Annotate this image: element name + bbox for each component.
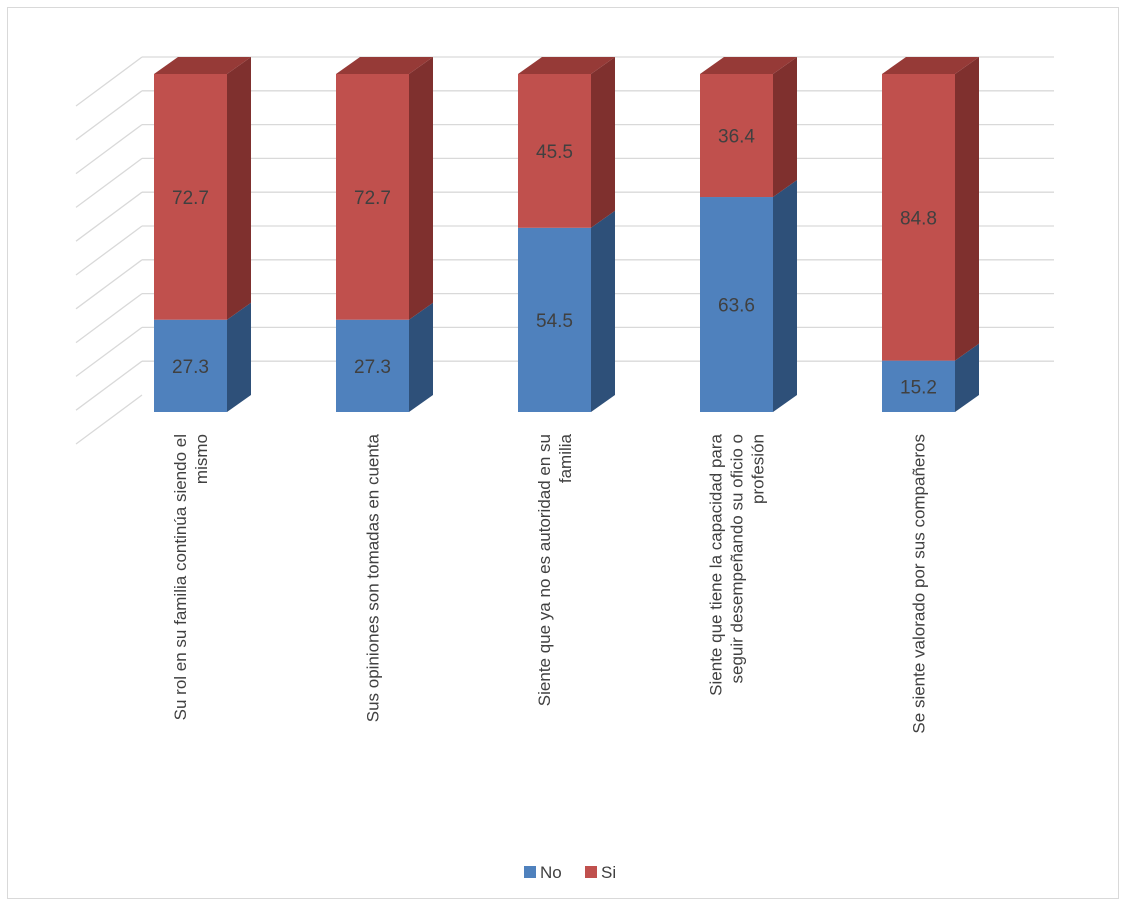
data-label-no-0: 27.3 [172, 357, 209, 378]
category-label-0: Su rol en su familia continúa siendo el m… [171, 434, 211, 720]
data-label-si-3: 36.4 [718, 127, 755, 148]
bar-side-no-1 [409, 302, 433, 412]
bar-si-3 [700, 74, 773, 198]
data-label-si-4: 84.8 [900, 208, 937, 229]
legend-swatch-no [524, 866, 536, 878]
bar-side-si-0 [227, 57, 251, 320]
legend: No Si [524, 863, 616, 882]
bar-no-0 [154, 319, 227, 412]
bar-side-no-3 [773, 180, 797, 412]
bar-side-si-3 [773, 57, 797, 198]
stacked-bar-chart: 27.3 72.7 27.3 72.7 54.5 45.5 63.6 36.4 15.2 84.8… [75, 56, 1054, 882]
category-label-line: seguir desempeñando su oficio o [728, 434, 747, 684]
bar-no-4 [882, 360, 955, 412]
bar-no-1 [336, 319, 409, 412]
data-labels: 27.3 72.7 27.3 72.7 54.5 45.5 63.6 36.4 15.2 84.8 [172, 127, 937, 399]
bar-side-si-1 [409, 57, 433, 320]
data-label-si-2: 45.5 [536, 142, 573, 163]
category-label-line: familia [556, 433, 575, 483]
bar-side-no-2 [591, 210, 615, 412]
category-label-1: Sus opiniones son tomadas en cuenta [364, 433, 383, 722]
gridline-side [75, 124, 143, 175]
category-label-line: Se siente valorado por sus compañeros [910, 434, 929, 734]
data-label-no-3: 63.6 [718, 296, 755, 317]
gridline-side [75, 259, 143, 310]
bar-no-2 [518, 227, 591, 412]
category-label-line: Siente que ya no es autoridad en su [535, 434, 554, 706]
category-labels: Su rol en su familia continúa siendo el m… [171, 433, 929, 733]
data-label-si-0: 72.7 [172, 188, 209, 209]
bar-si-1 [336, 74, 409, 320]
bar-top-0 [154, 57, 251, 74]
gridline-side [75, 90, 143, 141]
data-label-si-1: 72.7 [354, 188, 391, 209]
gridline-side [75, 56, 143, 107]
bars [154, 57, 979, 412]
bar-si-0 [154, 74, 227, 320]
bar-side-no-4 [955, 343, 979, 412]
bar-top-1 [336, 57, 433, 74]
legend-label-si: Si [601, 863, 616, 882]
gridline-side [75, 360, 143, 411]
category-label-line: Siente que tiene la capacidad para [707, 433, 726, 695]
chart-frame: 27.3 72.7 27.3 72.7 54.5 45.5 63.6 36.4 15.2 84.8… [7, 7, 1119, 899]
gridline-side [75, 157, 143, 208]
gridline-side [75, 293, 143, 344]
bar-si-4 [882, 74, 955, 361]
category-label-line: Sus opiniones son tomadas en cuenta [364, 433, 383, 722]
category-label-line: profesión [749, 434, 768, 504]
legend-swatch-si [585, 866, 597, 878]
bar-side-si-4 [955, 57, 979, 361]
gridline-side [75, 394, 143, 445]
data-label-no-1: 27.3 [354, 357, 391, 378]
bar-side-si-2 [591, 57, 615, 228]
bar-top-3 [700, 57, 797, 74]
category-label-3: Siente que tiene la capacidad para seguir… [707, 433, 768, 695]
data-label-no-4: 15.2 [900, 377, 937, 398]
category-label-line: Su rol en su familia continúa siendo el [171, 434, 190, 720]
category-label-line: mismo [192, 434, 211, 484]
bar-no-3 [700, 197, 773, 412]
legend-label-no: No [540, 863, 562, 882]
bar-side-no-0 [227, 302, 251, 412]
bar-top-2 [518, 57, 615, 74]
gridline-side [75, 191, 143, 242]
gridline-side [75, 225, 143, 276]
bar-si-2 [518, 74, 591, 228]
bar-top-4 [882, 57, 979, 74]
data-label-no-2: 54.5 [536, 311, 573, 332]
category-label-4: Se siente valorado por sus compañeros [910, 434, 929, 734]
gridline-side [75, 326, 143, 377]
category-label-2: Siente que ya no es autoridad en su famil… [535, 433, 575, 706]
